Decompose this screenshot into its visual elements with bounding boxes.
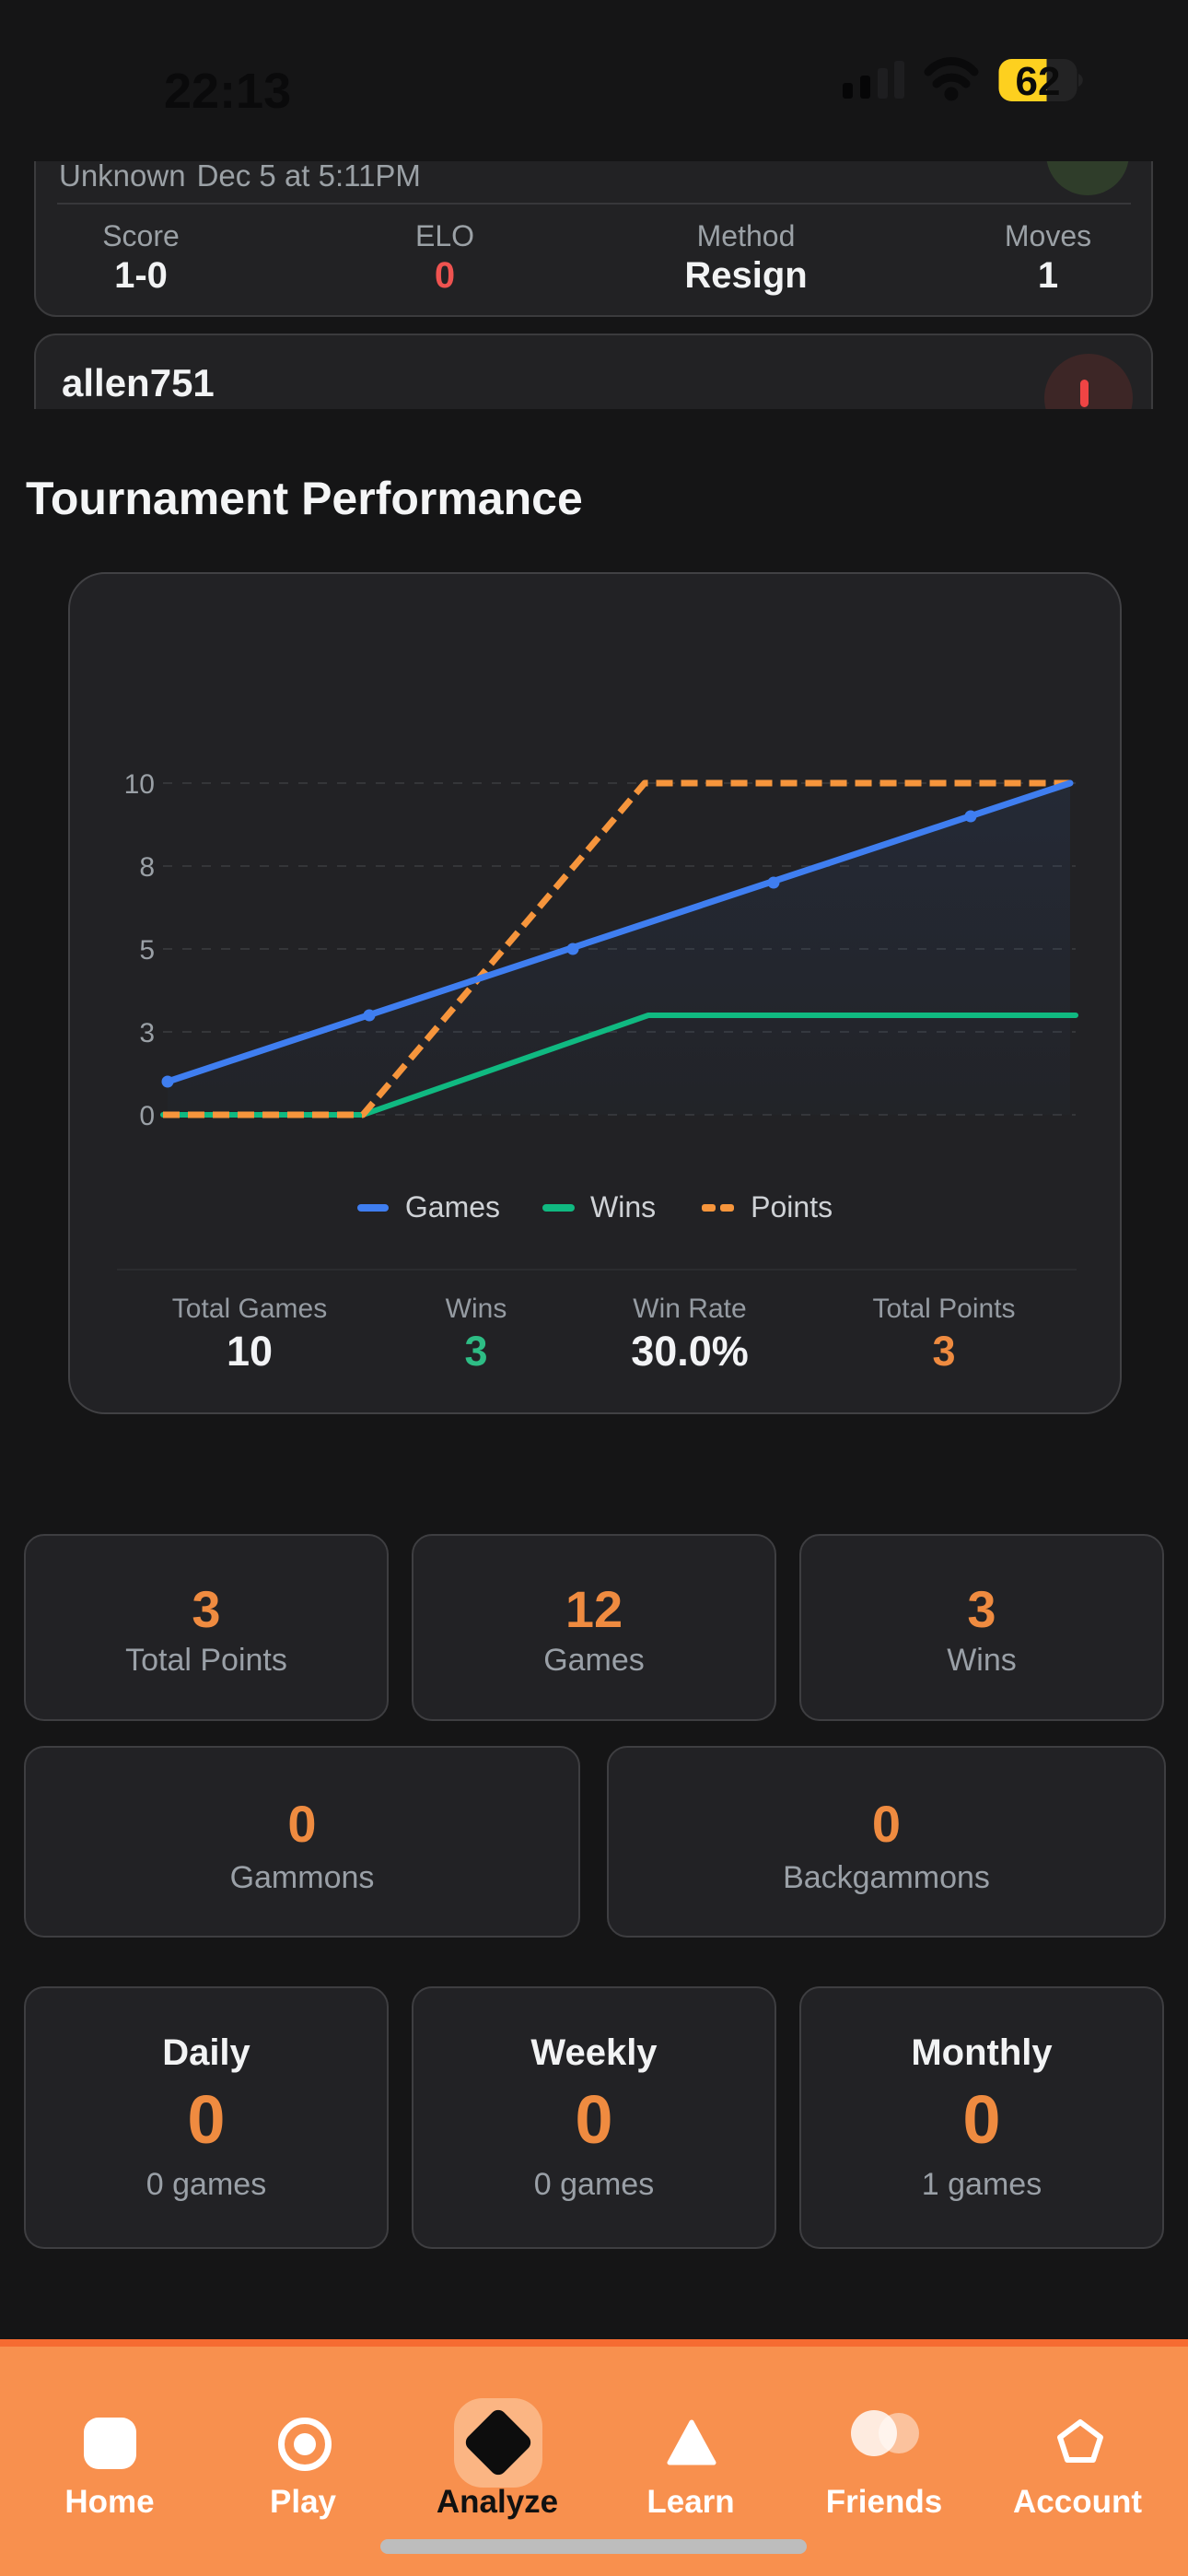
svg-text:10: 10 xyxy=(124,769,155,800)
svg-text:5: 5 xyxy=(139,935,155,966)
svg-text:8: 8 xyxy=(139,852,155,883)
svg-text:3: 3 xyxy=(139,1018,155,1048)
svg-text:62: 62 xyxy=(1016,59,1061,104)
svg-text:0: 0 xyxy=(139,1101,155,1131)
